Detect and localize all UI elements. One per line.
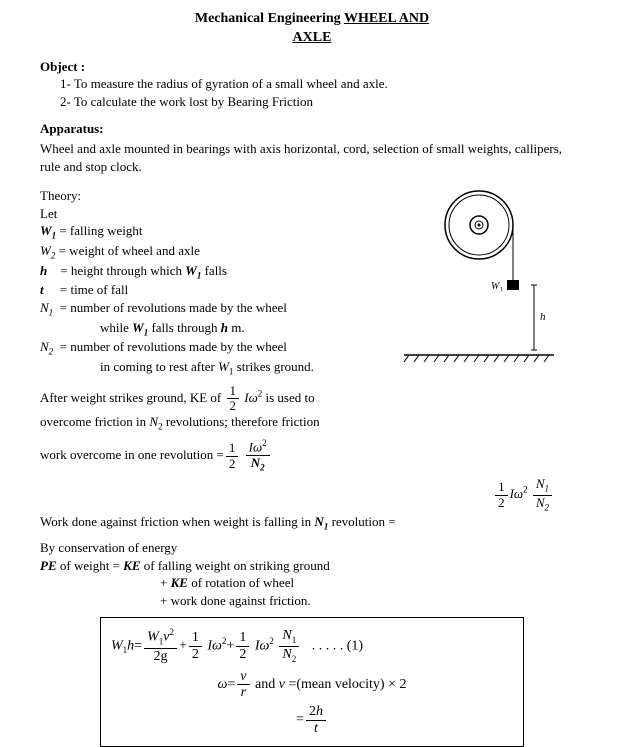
apparatus-body: Wheel and axle mounted in bearings with … [40, 140, 584, 175]
p-after1b: is used to [266, 390, 315, 405]
var-n1b-a: while [100, 320, 132, 335]
title-line2-text: AXLE [293, 30, 332, 45]
p-after3: work overcome in one revolution [40, 447, 217, 462]
diagram-h-label: h [540, 311, 546, 323]
var-w2-desc: = weight of wheel and axle [59, 243, 200, 258]
p-after2b: revolutions; therefore friction [163, 414, 320, 429]
p-plus1: + [160, 575, 171, 590]
object-list: 1- To measure the radius of gyration of … [40, 75, 584, 110]
p-after1a: After weight strikes ground, KE of [40, 390, 225, 405]
equation-2h-t: =2ht [111, 704, 513, 736]
object-item-2: 2- To calculate the work lost by Bearing… [60, 93, 584, 111]
equation-1: W1h=W1v22g+12 Iω2+12 Iω2 N1N2 . . . . . … [111, 628, 513, 664]
wheel-axle-diagram: W₁ h [394, 185, 564, 365]
var-n1b-mid: falls through [148, 320, 221, 335]
frac-half-3: 12 [495, 480, 508, 510]
frac-eq1-1: W1v22g [144, 628, 177, 664]
var-w1-desc: = falling weight [59, 223, 142, 238]
p-after2: overcome friction in [40, 414, 149, 429]
frac-eq1-2: 12 [189, 630, 202, 662]
equation-box: W1h=W1v22g+12 Iω2+12 Iω2 N1N2 . . . . . … [100, 617, 524, 747]
p-work-friction-b: revolution = [328, 514, 395, 529]
para-plus-ke: + KE of rotation of wheel [40, 574, 584, 592]
p-pe1: of weight = [57, 558, 124, 573]
var-n2b-a: in coming to rest after [100, 359, 218, 374]
var-t-lbl: t [40, 282, 44, 297]
para-conservation: By conservation of energy [40, 539, 584, 557]
p-work-friction-a: Work done against friction when weight i… [40, 514, 314, 529]
eq-and: and [252, 677, 279, 692]
diagram-w1-label: W₁ [491, 281, 503, 292]
equation-omega: ω=vr and v =(mean velocity) × 2 [111, 669, 513, 701]
title-line-1: Mechanical Engineering WHEEL AND [40, 10, 584, 29]
para-ke: After weight strikes ground, KE of 12 Iω… [40, 384, 584, 414]
frac-v-r: vr [237, 669, 249, 701]
var-h-lbl: h [40, 263, 47, 278]
frac-eq1-4: N1N2 [279, 628, 299, 664]
var-t-desc: = time of fall [60, 282, 128, 297]
frac-half-2: 12 [226, 441, 239, 471]
eq-x2: × 2 [385, 677, 407, 692]
para-overcome: overcome friction in N2 revolutions; the… [40, 413, 584, 433]
var-n1b-end: m. [228, 320, 245, 335]
var-n2-desc: = number of revolutions made by the whee… [60, 339, 287, 354]
para-pe: PE of weight = KE of falling weight on s… [40, 557, 584, 575]
var-h-desc: = height through which [60, 263, 185, 278]
right-frac: 12Iω2 N1N2 [40, 477, 584, 513]
eq1-tail: . . . . . (1) [312, 639, 363, 654]
frac-eq1-3: 12 [236, 630, 249, 662]
var-n1-desc: = number of revolutions made by the whee… [60, 300, 287, 315]
frac-half-1: 12 [227, 384, 240, 414]
para-plus-friction: + work done against friction. [40, 592, 584, 610]
apparatus-heading: Apparatus: [40, 120, 584, 138]
var-n2b-end: strikes ground. [233, 359, 314, 374]
object-item-1: 1- To measure the radius of gyration of … [60, 75, 584, 93]
para-work-friction: Work done against friction when weight i… [40, 513, 584, 533]
frac-n1-n2: N1N2 [533, 477, 552, 513]
eq-mean: (mean velocity) [296, 677, 384, 692]
title-line-2: AXLE [40, 29, 584, 48]
frac-2h-t: 2ht [306, 704, 326, 736]
title-underlined: WHEEL AND [344, 11, 429, 26]
var-h-suffix: falls [201, 263, 227, 278]
title-prefix: Mechanical Engineering [195, 11, 344, 26]
object-heading: Object : [40, 58, 584, 76]
p-pe2: of falling weight on striking ground [141, 558, 330, 573]
para-work-rev: work overcome in one revolution =12 Iω2N… [40, 439, 584, 473]
p-plus1b: of rotation of wheel [188, 575, 294, 590]
frac-iw-n2: Iω2N2 [246, 439, 270, 473]
